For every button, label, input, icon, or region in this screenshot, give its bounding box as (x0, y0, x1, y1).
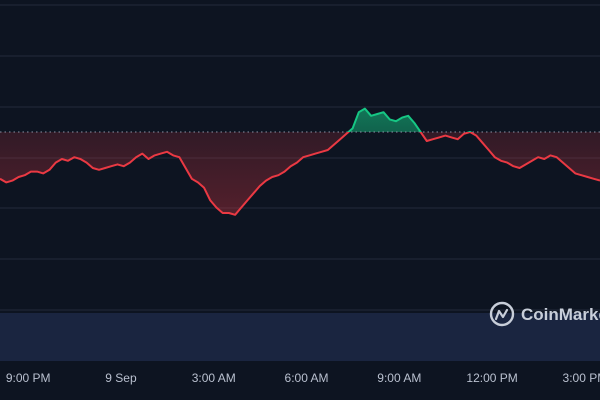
x-tick-label: 9:00 AM (377, 371, 421, 385)
x-tick-label: 3:00 AM (192, 371, 236, 385)
coinmarketcap-logo-icon (489, 301, 515, 327)
x-tick-label: 12:00 PM (466, 371, 517, 385)
x-tick-label: 3:00 PM (563, 371, 600, 385)
watermark: CoinMarket (489, 301, 600, 327)
x-tick-label: 9 Sep (105, 371, 137, 385)
area-below-baseline (0, 132, 600, 215)
x-tick-label: 6:00 AM (285, 371, 329, 385)
watermark-text: CoinMarket (521, 305, 600, 324)
x-axis-ticks: 9:00 PM 9 Sep 3:00 AM 6:00 AM 9:00 AM 12:00 P… (6, 371, 600, 385)
volume-band (0, 313, 600, 361)
x-tick-label: 9:00 PM (6, 371, 51, 385)
price-line-down (0, 132, 600, 216)
